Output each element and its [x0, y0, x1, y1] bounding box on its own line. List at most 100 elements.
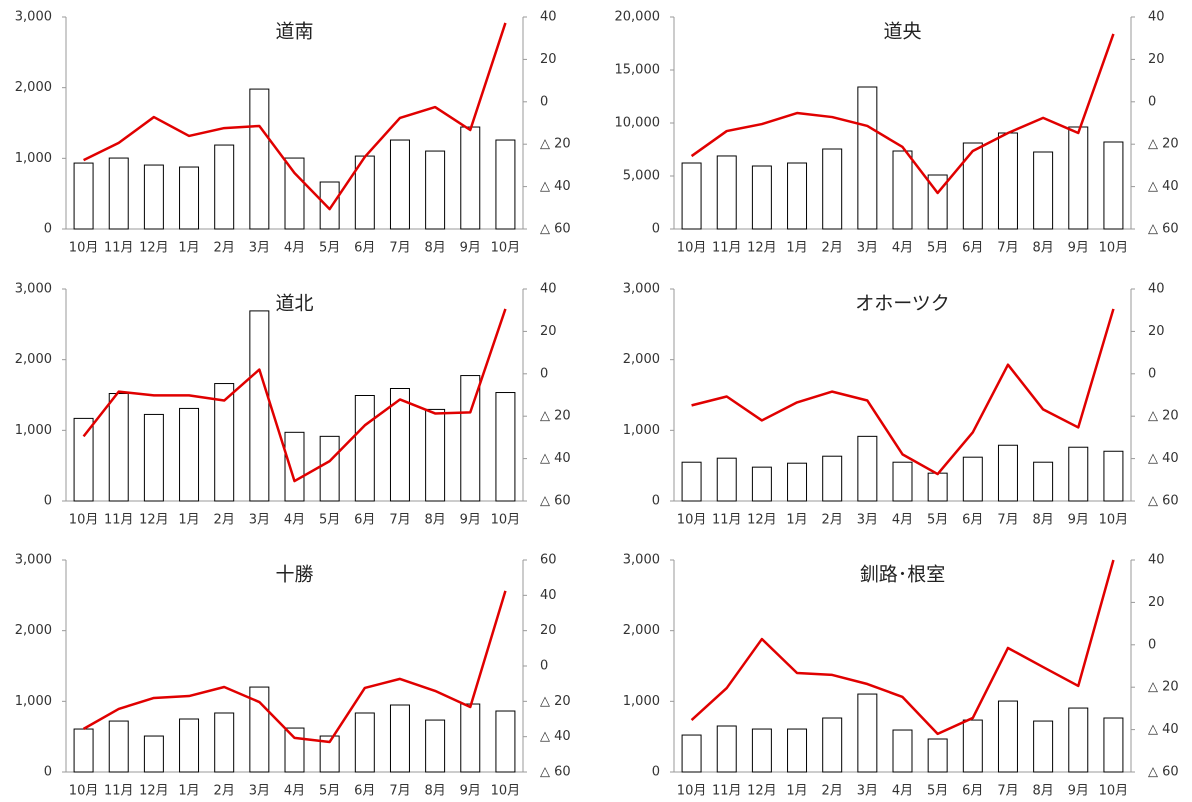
y-tick-label: 0	[44, 765, 52, 780]
x-tick-label: 6月	[354, 784, 375, 799]
x-tick-label: 5月	[927, 241, 948, 256]
bar	[787, 462, 808, 502]
x-tick-label: 3月	[857, 241, 878, 256]
y2-tick-label: 20	[540, 324, 557, 339]
bar	[716, 457, 737, 502]
bar	[179, 407, 200, 502]
x-tick-label: 4月	[284, 241, 305, 256]
x-tick-label: 3月	[249, 241, 270, 256]
x-tick-label: 12月	[747, 513, 777, 528]
y2-tick-label: △ 60	[1148, 765, 1179, 780]
y-tick-label: 1,000	[623, 694, 660, 709]
bar	[73, 162, 94, 230]
y2-tick-label: 0	[540, 659, 548, 674]
bar	[857, 693, 878, 773]
bar	[495, 139, 516, 230]
x-tick-label: 11月	[104, 513, 134, 528]
x-tick-label: 4月	[892, 241, 913, 256]
line	[690, 559, 1115, 736]
bar	[108, 157, 129, 230]
x-tick-label: 11月	[712, 784, 742, 799]
bar	[892, 150, 913, 230]
y2-tick-label: 60	[540, 553, 557, 568]
y2-tick-label: △ 20	[540, 694, 571, 709]
y-tick-label: 3,000	[623, 282, 660, 297]
y2-tick-label: 40	[1148, 10, 1165, 25]
y2-tick-label: 0	[1148, 637, 1156, 652]
y-tick-label: 0	[652, 222, 660, 237]
x-tick-label: 12月	[139, 513, 169, 528]
y2-tick-label: △ 60	[1148, 494, 1179, 509]
x-tick-label: 6月	[962, 241, 983, 256]
y2-tick-label: △ 40	[1148, 722, 1179, 737]
y2-tick-label: 40	[540, 588, 557, 603]
bar	[143, 164, 164, 230]
bar	[284, 157, 305, 230]
bar	[108, 720, 129, 773]
chart: 0 1,000 2,000 3,000 △ 60 △ 40 △ 20 0 20 40 10月 11月 1…	[623, 282, 1179, 528]
x-tick-label: 5月	[927, 784, 948, 799]
y-tick-label: 2,000	[15, 80, 52, 95]
bar	[962, 719, 983, 773]
x-tick-label: 10月	[1099, 784, 1129, 799]
bar	[389, 387, 410, 502]
bar	[73, 417, 94, 502]
x-tick-label: 1月	[786, 784, 807, 799]
x-tick-label: 2月	[214, 513, 235, 528]
y2-tick-label: 0	[1148, 366, 1156, 381]
x-tick-label: 1月	[178, 784, 199, 799]
chart-title: 道南	[275, 21, 313, 43]
x-tick-label: 10月	[677, 784, 707, 799]
chart-title: オホーツク	[855, 293, 950, 315]
bar	[962, 456, 983, 502]
chart: 0 1,000 2,000 3,000 △ 60 △ 40 △ 20 0 20 40 60 10月 11…	[15, 553, 571, 799]
y-tick-label: 2,000	[623, 352, 660, 367]
x-tick-label: 8月	[1032, 241, 1053, 256]
x-tick-label: 5月	[319, 241, 340, 256]
x-tick-label: 10月	[1099, 513, 1129, 528]
bar	[822, 455, 843, 502]
x-tick-label: 10月	[69, 241, 99, 256]
bar	[460, 703, 481, 773]
x-tick-label: 8月	[424, 784, 445, 799]
x-tick-label: 8月	[1032, 784, 1053, 799]
chart: 0 1,000 2,000 3,000 △ 60 △ 40 △ 20 0 20 40 10月 11月 1…	[623, 553, 1179, 799]
bar	[1103, 450, 1124, 502]
bar	[179, 166, 200, 230]
bar	[495, 392, 516, 502]
bar	[962, 142, 983, 230]
x-tick-label: 3月	[249, 784, 270, 799]
y-tick-label: 0	[652, 494, 660, 509]
bar	[716, 155, 737, 230]
bar	[1103, 717, 1124, 773]
y2-tick-label: △ 40	[540, 451, 571, 466]
y-tick-label: 3,000	[15, 282, 52, 297]
chart-title: 道北	[275, 293, 313, 315]
y2-tick-label: △ 20	[540, 137, 571, 152]
x-tick-label: 9月	[460, 784, 481, 799]
y-tick-label: 0	[44, 222, 52, 237]
bar	[354, 394, 375, 502]
bar	[284, 727, 305, 773]
bar	[319, 181, 340, 230]
bar	[1033, 720, 1054, 773]
y2-tick-label: 20	[540, 52, 557, 67]
bar	[681, 734, 702, 773]
y2-tick-label: 20	[1148, 595, 1165, 610]
x-tick-label: 9月	[1068, 241, 1089, 256]
y2-tick-label: △ 20	[540, 409, 571, 424]
bar	[927, 738, 948, 773]
y2-tick-label: 20	[1148, 324, 1165, 339]
y-tick-label: 3,000	[15, 553, 52, 568]
x-tick-label: 10月	[1099, 241, 1129, 256]
x-tick-label: 1月	[786, 241, 807, 256]
bar	[143, 413, 164, 502]
y2-tick-label: 0	[1148, 94, 1156, 109]
chart-title: 道央	[883, 21, 921, 43]
line	[82, 308, 507, 483]
y2-tick-label: 40	[1148, 553, 1165, 568]
x-tick-label: 7月	[389, 784, 410, 799]
bar	[751, 728, 772, 773]
bar	[1068, 126, 1089, 230]
bar	[425, 150, 446, 230]
